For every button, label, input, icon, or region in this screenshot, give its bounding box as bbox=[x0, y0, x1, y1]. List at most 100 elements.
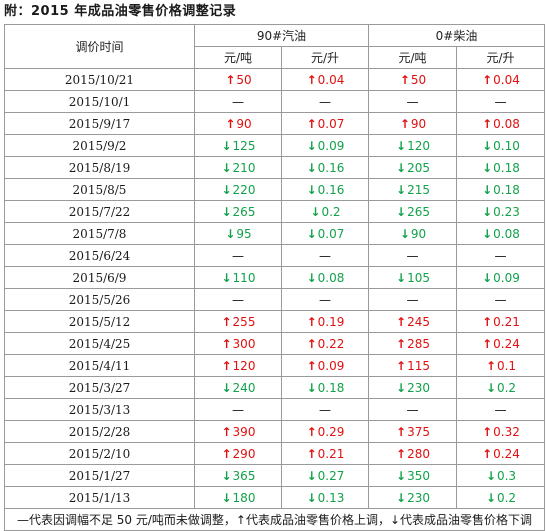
price-change-value: 0.16 bbox=[317, 182, 345, 197]
price-change-value: 0.08 bbox=[317, 270, 345, 285]
price-change-value: 0.1 bbox=[496, 358, 517, 373]
price-change-value: 0.07 bbox=[317, 116, 345, 131]
diesel-per-ton-cell: — bbox=[368, 288, 458, 311]
price-change-value: 0.29 bbox=[317, 424, 345, 439]
up-arrow-icon: ↑ bbox=[221, 446, 232, 461]
price-change-value: 300 bbox=[232, 336, 256, 351]
adjust-date-cell: 2015/9/2 bbox=[4, 134, 195, 157]
table-row: 2015/7/22 ↓265 ↓0.2 ↓265 ↓0.23 bbox=[4, 200, 546, 223]
down-arrow-icon: ↓ bbox=[221, 380, 232, 395]
adjust-date-cell: 2015/9/17 bbox=[4, 112, 195, 135]
down-arrow-icon: ↓ bbox=[221, 468, 232, 483]
price-change-value: 90 bbox=[410, 226, 427, 241]
gas-per-ton-cell: ↑90 bbox=[194, 112, 282, 135]
gas-per-ton-cell: ↑390 bbox=[194, 420, 282, 443]
diesel-per-liter-cell: ↓0.2 bbox=[456, 486, 546, 509]
table-row: 2015/6/9 ↓110 ↓0.08 ↓105 ↓0.09 bbox=[4, 266, 546, 289]
diesel-per-liter-cell: ↓0.18 bbox=[456, 178, 546, 201]
gas-per-ton-cell: ↓210 bbox=[194, 156, 282, 179]
price-change-value: 265 bbox=[407, 204, 430, 219]
down-arrow-icon: ↓ bbox=[221, 270, 232, 285]
down-arrow-icon: ↓ bbox=[482, 270, 493, 285]
adjust-date-cell: 2015/5/26 bbox=[4, 288, 195, 311]
down-arrow-icon: ↓ bbox=[485, 468, 496, 483]
up-arrow-icon: ↑ bbox=[225, 116, 236, 131]
down-arrow-icon: ↓ bbox=[396, 380, 407, 395]
diesel-per-ton-cell: ↓205 bbox=[368, 156, 458, 179]
price-change-value: 95 bbox=[236, 226, 252, 241]
diesel-per-liter-cell: — bbox=[456, 244, 546, 267]
header-gas-unit-ton: 元/吨 bbox=[194, 46, 282, 69]
price-change-value: 0.16 bbox=[317, 160, 345, 175]
diesel-per-liter-cell: ↑0.24 bbox=[456, 442, 546, 465]
gas-per-liter-cell: ↓0.18 bbox=[280, 376, 370, 399]
price-change-value: 0.08 bbox=[493, 226, 520, 241]
price-change-value: 0.23 bbox=[493, 204, 520, 219]
down-arrow-icon: ↓ bbox=[396, 160, 407, 175]
down-arrow-icon: ↓ bbox=[396, 490, 407, 505]
price-change-value: 125 bbox=[232, 138, 256, 153]
up-arrow-icon: ↑ bbox=[482, 72, 493, 87]
gas-per-ton-cell: — bbox=[194, 288, 282, 311]
price-adjustment-table: 调价时间 90#汽油 0#柴油 元/吨 元/升 元/吨 元/升 2015/10/… bbox=[3, 24, 546, 531]
price-change-value: 0.09 bbox=[317, 138, 345, 153]
price-change-value: 50 bbox=[410, 72, 427, 87]
header-diesel-unit-liter: 元/升 bbox=[456, 46, 546, 69]
diesel-per-liter-cell: ↑0.04 bbox=[456, 68, 546, 91]
up-arrow-icon: ↑ bbox=[221, 314, 232, 329]
no-change-dash: — bbox=[232, 292, 244, 307]
down-arrow-icon: ↓ bbox=[221, 138, 232, 153]
price-change-value: 50 bbox=[236, 72, 252, 87]
up-arrow-icon: ↑ bbox=[482, 424, 493, 439]
adjust-date-cell: 2015/2/28 bbox=[4, 420, 195, 443]
price-change-value: 90 bbox=[236, 116, 252, 131]
price-change-value: 105 bbox=[407, 270, 430, 285]
no-change-dash: — bbox=[494, 248, 507, 263]
up-arrow-icon: ↑ bbox=[399, 116, 410, 131]
no-change-dash: — bbox=[494, 94, 507, 109]
up-arrow-icon: ↑ bbox=[396, 358, 407, 373]
gas-per-liter-cell: ↑0.07 bbox=[280, 112, 370, 135]
no-change-dash: — bbox=[406, 292, 419, 307]
up-arrow-icon: ↑ bbox=[306, 72, 317, 87]
up-arrow-icon: ↑ bbox=[221, 424, 232, 439]
down-arrow-icon: ↓ bbox=[306, 160, 317, 175]
gas-per-liter-cell: ↓0.08 bbox=[280, 266, 370, 289]
price-change-value: 0.21 bbox=[493, 314, 520, 329]
diesel-per-ton-cell: — bbox=[368, 90, 458, 113]
diesel-per-ton-cell: ↑50 bbox=[368, 68, 458, 91]
gas-per-liter-cell: ↓0.09 bbox=[280, 134, 370, 157]
up-arrow-icon: ↑ bbox=[221, 336, 232, 351]
diesel-per-liter-cell: ↑0.08 bbox=[456, 112, 546, 135]
price-change-value: 230 bbox=[407, 380, 430, 395]
gas-per-liter-cell: ↓0.13 bbox=[280, 486, 370, 509]
gas-per-ton-cell: ↓125 bbox=[194, 134, 282, 157]
gas-per-ton-cell: ↓220 bbox=[194, 178, 282, 201]
down-arrow-icon: ↓ bbox=[396, 138, 407, 153]
price-change-value: 115 bbox=[407, 358, 430, 373]
diesel-per-ton-cell: ↓120 bbox=[368, 134, 458, 157]
header-row-groups: 调价时间 90#汽油 0#柴油 bbox=[4, 24, 546, 69]
price-change-value: 0.19 bbox=[317, 314, 345, 329]
gas-per-ton-cell: ↑255 bbox=[194, 310, 282, 333]
diesel-per-liter-cell: ↓0.23 bbox=[456, 200, 546, 223]
no-change-dash: — bbox=[406, 248, 419, 263]
gas-per-ton-cell: ↓240 bbox=[194, 376, 282, 399]
price-change-value: 290 bbox=[232, 446, 256, 461]
down-arrow-icon: ↓ bbox=[306, 138, 317, 153]
diesel-per-liter-cell: — bbox=[456, 288, 546, 311]
adjust-date-cell: 2015/6/9 bbox=[4, 266, 195, 289]
down-arrow-icon: ↓ bbox=[221, 182, 232, 197]
table-row: 2015/5/26 — — — — bbox=[4, 288, 546, 311]
table-row: 2015/7/8 ↓95 ↓0.07 ↓90 ↓0.08 bbox=[4, 222, 546, 245]
diesel-per-ton-cell: ↓350 bbox=[368, 464, 458, 487]
price-change-value: 0.27 bbox=[317, 468, 345, 483]
header-diesel-unit-ton: 元/吨 bbox=[368, 46, 458, 69]
price-change-value: 0.10 bbox=[493, 138, 520, 153]
table-row: 2015/5/12 ↑255 ↑0.19 ↑245 ↑0.21 bbox=[4, 310, 546, 333]
table-row: 2015/3/27 ↓240 ↓0.18 ↓230 ↓0.2 bbox=[4, 376, 546, 399]
price-change-value: 0.18 bbox=[317, 380, 345, 395]
up-arrow-icon: ↑ bbox=[306, 314, 317, 329]
no-change-dash: — bbox=[494, 292, 507, 307]
table-row: 2015/1/13 ↓180 ↓0.13 ↓230 ↓0.2 bbox=[4, 486, 546, 509]
